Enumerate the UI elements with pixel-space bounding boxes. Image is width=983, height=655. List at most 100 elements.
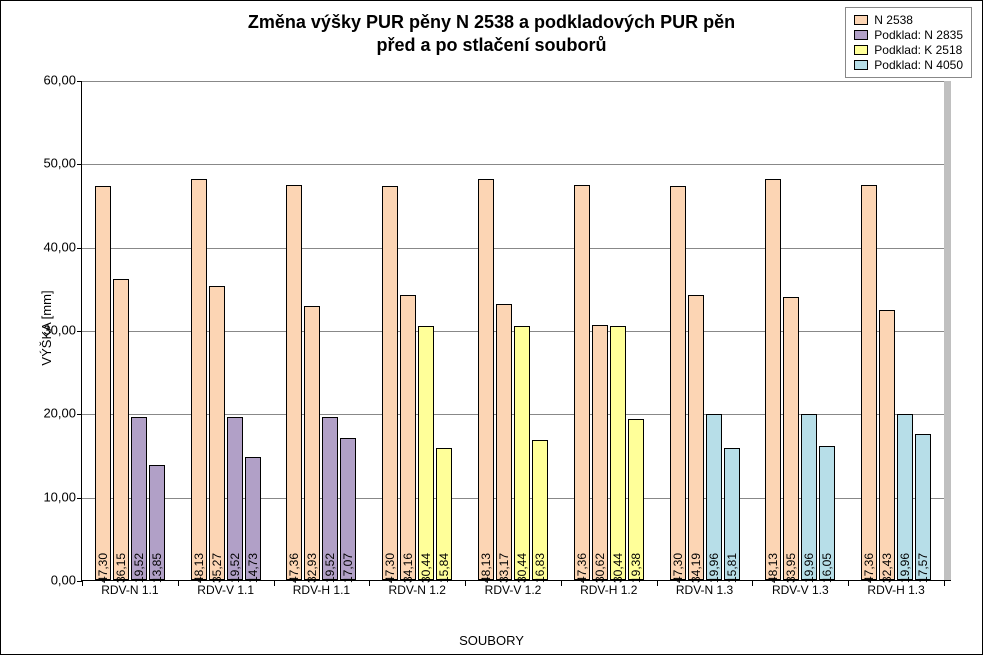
bar: 33,95 (783, 297, 799, 580)
x-tick-label: RDV-H 1.1 (293, 583, 350, 597)
bar: 30,44 (610, 326, 626, 580)
bar-group: 47,3632,4319,9617,57 (861, 185, 931, 580)
bar: 16,83 (532, 440, 548, 580)
bar: 47,36 (286, 185, 302, 580)
legend-swatch (854, 60, 868, 70)
y-tick-label: 50,00 (43, 156, 82, 171)
legend-item: Podklad: K 2518 (854, 43, 963, 57)
legend-item: N 2538 (854, 13, 963, 27)
bar: 35,27 (209, 286, 225, 580)
x-tick-mark (944, 581, 945, 586)
bar-value-label: 30,62 (593, 553, 607, 583)
x-tick-mark (465, 581, 466, 586)
x-tick-label: RDV-V 1.2 (485, 583, 542, 597)
y-tick-label: 10,00 (43, 489, 82, 504)
y-tick-label: 60,00 (43, 73, 82, 88)
bar-group: 47,3034,1919,9615,81 (670, 186, 740, 580)
x-tick-mark (848, 581, 849, 586)
bar-value-label: 34,19 (689, 553, 703, 583)
gridline (82, 164, 944, 165)
x-tick-label: RDV-V 1.3 (772, 583, 829, 597)
bar: 36,15 (113, 279, 129, 580)
bar: 14,73 (245, 457, 261, 580)
bar: 47,30 (95, 186, 111, 580)
bar-value-label: 47,36 (862, 553, 876, 583)
y-tick-label: 20,00 (43, 406, 82, 421)
bar-value-label: 47,30 (383, 553, 397, 583)
bar-value-label: 30,44 (515, 553, 529, 583)
bar: 13,85 (149, 465, 165, 580)
bar: 15,81 (724, 448, 740, 580)
bar: 19,38 (628, 419, 644, 581)
legend-label: N 2538 (874, 13, 913, 27)
x-tick-mark (82, 581, 83, 586)
bar: 17,07 (340, 438, 356, 580)
bar-value-label: 14,73 (246, 553, 260, 583)
bar-value-label: 13,85 (150, 553, 164, 583)
legend-item: Podklad: N 2835 (854, 28, 963, 42)
x-tick-mark (561, 581, 562, 586)
bar: 33,17 (496, 304, 512, 580)
bar-value-label: 16,05 (820, 553, 834, 583)
bar-group: 47,3034,1630,4415,84 (382, 186, 452, 580)
bar-value-label: 47,30 (96, 553, 110, 583)
y-tick-label: 0,00 (51, 573, 82, 588)
x-tick-mark (178, 581, 179, 586)
bar-value-label: 48,13 (766, 553, 780, 583)
y-tick-label: 40,00 (43, 239, 82, 254)
bar-value-label: 19,52 (228, 553, 242, 583)
plot-inner: 47,3036,1519,5213,8548,1335,2719,5214,73… (82, 81, 944, 580)
bar-value-label: 15,84 (437, 553, 451, 583)
bar: 19,52 (131, 417, 147, 580)
bar: 47,30 (670, 186, 686, 580)
bar-group: 47,3630,6230,4419,38 (574, 185, 644, 580)
bar: 48,13 (478, 179, 494, 580)
bar-value-label: 33,95 (784, 553, 798, 583)
bar: 19,96 (897, 414, 913, 580)
x-tick-label: RDV-V 1.1 (197, 583, 254, 597)
bar-value-label: 19,52 (323, 553, 337, 583)
bar-value-label: 19,38 (629, 553, 643, 583)
x-tick-label: RDV-N 1.2 (389, 583, 446, 597)
bar: 47,36 (574, 185, 590, 580)
bar: 16,05 (819, 446, 835, 580)
x-axis-label: SOUBORY (1, 633, 982, 648)
bar-value-label: 33,17 (497, 553, 511, 583)
title-line-1: Změna výšky PUR pěny N 2538 a podkladový… (248, 12, 735, 32)
bar-value-label: 48,13 (479, 553, 493, 583)
legend-swatch (854, 45, 868, 55)
bar: 47,30 (382, 186, 398, 580)
bar-group: 48,1335,2719,5214,73 (191, 179, 261, 580)
bar-value-label: 19,96 (898, 553, 912, 583)
bar: 48,13 (765, 179, 781, 580)
bar-value-label: 36,15 (114, 553, 128, 583)
plot-area: 47,3036,1519,5213,8548,1335,2719,5214,73… (81, 81, 951, 581)
x-tick-label: RDV-N 1.3 (676, 583, 733, 597)
legend-label: Podklad: N 2835 (874, 28, 963, 42)
bar-value-label: 17,07 (341, 553, 355, 583)
bar-value-label: 16,83 (533, 553, 547, 583)
bar: 15,84 (436, 448, 452, 580)
bar: 19,52 (227, 417, 243, 580)
x-tick-label: RDV-N 1.1 (101, 583, 158, 597)
chart-frame: Změna výšky PUR pěny N 2538 a podkladový… (0, 0, 983, 655)
legend: N 2538Podklad: N 2835Podklad: K 2518Podk… (845, 7, 972, 78)
bar-value-label: 19,52 (132, 553, 146, 583)
x-tick-label: RDV-H 1.2 (580, 583, 637, 597)
bar: 32,43 (879, 310, 895, 580)
bar: 47,36 (861, 185, 877, 580)
bar-value-label: 32,93 (305, 553, 319, 583)
bar: 19,96 (801, 414, 817, 580)
y-tick-label: 30,00 (43, 323, 82, 338)
bar-value-label: 47,30 (671, 553, 685, 583)
legend-swatch (854, 30, 868, 40)
bar: 19,52 (322, 417, 338, 580)
bar: 30,44 (418, 326, 434, 580)
bar-value-label: 19,96 (802, 553, 816, 583)
chart-title: Změna výšky PUR pěny N 2538 a podkladový… (1, 11, 982, 56)
bar-value-label: 47,36 (287, 553, 301, 583)
x-tick-mark (369, 581, 370, 586)
bar-group: 47,36 32,93 19,52 17,07 (286, 185, 356, 580)
bar-group: 48,13 33,95 19,96 16,05 (765, 179, 835, 580)
bar-value-label: 30,44 (419, 553, 433, 583)
